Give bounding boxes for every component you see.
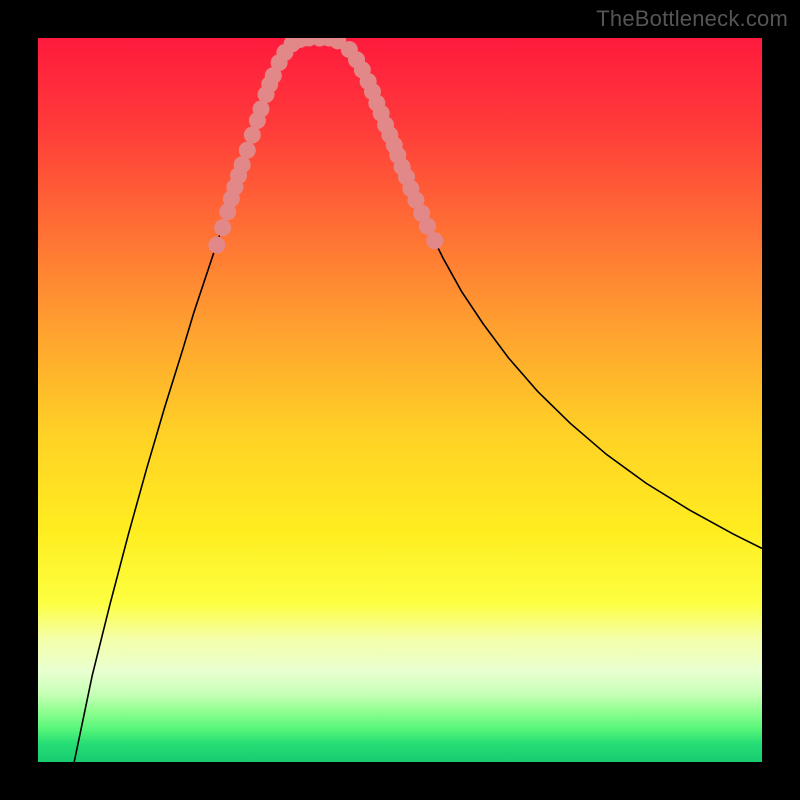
watermark-text: TheBottleneck.com: [596, 6, 788, 32]
chart-background-gradient: [38, 38, 762, 762]
plot-area: [38, 38, 762, 762]
